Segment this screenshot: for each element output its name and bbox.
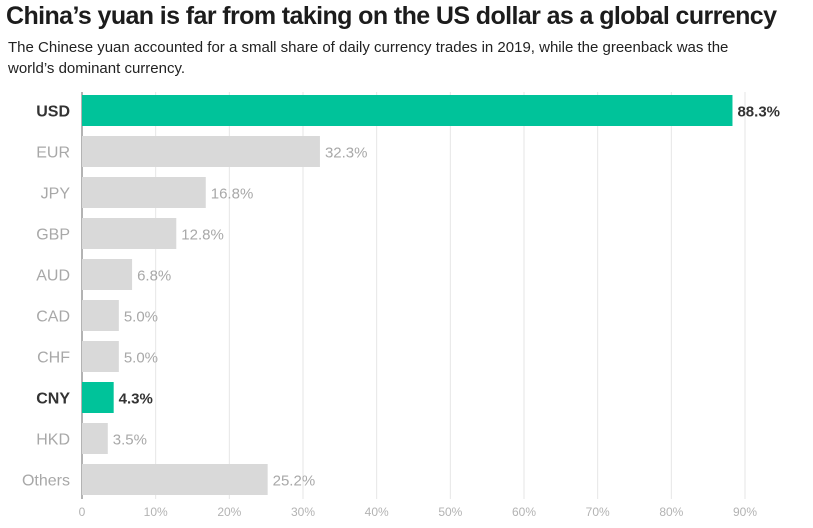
bar-hkd bbox=[82, 423, 108, 454]
category-label: CAD bbox=[36, 309, 70, 326]
bar-cny bbox=[82, 382, 114, 413]
data-label: 6.8% bbox=[137, 268, 171, 285]
chart-title: China’s yuan is far from taking on the U… bbox=[6, 2, 777, 30]
data-label: 16.8% bbox=[211, 186, 254, 203]
category-label: HKD bbox=[36, 432, 70, 449]
category-label: CNY bbox=[36, 391, 70, 408]
category-label: USD bbox=[36, 104, 70, 121]
bar-aud bbox=[82, 259, 133, 290]
data-label: 5.0% bbox=[124, 309, 158, 326]
bar-others bbox=[82, 464, 268, 495]
x-tick-label: 0 bbox=[79, 505, 86, 519]
x-tick-label: 80% bbox=[659, 505, 683, 519]
bar-cad bbox=[82, 300, 119, 331]
x-tick-label: 70% bbox=[586, 505, 610, 519]
x-tick-label: 90% bbox=[733, 505, 757, 519]
x-tick-label: 30% bbox=[291, 505, 315, 519]
data-label: 4.3% bbox=[119, 391, 153, 408]
data-label: 25.2% bbox=[273, 473, 316, 490]
data-label: 88.3% bbox=[737, 104, 780, 121]
bar-eur bbox=[82, 136, 320, 167]
category-label: AUD bbox=[36, 268, 70, 285]
category-label: JPY bbox=[41, 186, 71, 203]
bar-usd bbox=[82, 95, 733, 126]
bar-chf bbox=[82, 341, 119, 372]
x-tick-label: 40% bbox=[365, 505, 389, 519]
chart-subtitle: The Chinese yuan accounted for a small s… bbox=[8, 39, 729, 77]
data-label: 32.3% bbox=[325, 145, 368, 162]
data-label: 12.8% bbox=[181, 227, 224, 244]
bar-gbp bbox=[82, 218, 177, 249]
category-label: CHF bbox=[37, 350, 70, 367]
category-label: Others bbox=[22, 473, 70, 490]
data-label: 3.5% bbox=[113, 432, 147, 449]
x-tick-label: 50% bbox=[438, 505, 462, 519]
x-tick-label: 60% bbox=[512, 505, 536, 519]
x-tick-label: 10% bbox=[144, 505, 168, 519]
x-tick-label: 20% bbox=[217, 505, 241, 519]
bar-jpy bbox=[82, 177, 206, 208]
data-label: 5.0% bbox=[124, 350, 158, 367]
category-label: EUR bbox=[36, 145, 70, 162]
category-label: GBP bbox=[36, 227, 70, 244]
